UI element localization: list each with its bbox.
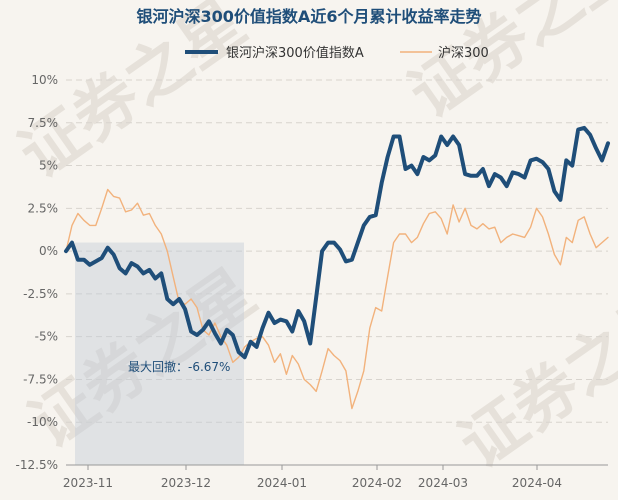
chart-title: 银河沪深300价值指数A近6个月累计收益率走势: [137, 7, 482, 26]
drawdown-rect: [75, 242, 244, 465]
y-tick-label: -2.5%: [23, 287, 58, 301]
x-axis: 2023-11 2023-12 2024-01 2024-02 2024-03 2024-…: [63, 464, 608, 490]
x-tick-label: 2024-02: [352, 476, 402, 490]
y-tick-label: 0%: [39, 244, 58, 258]
y-tick-label: -7.5%: [23, 372, 58, 386]
x-tick-label: 2024-04: [512, 476, 562, 490]
y-axis: 10% 7.5% 5% 2.5% 0% -2.5% -5% -7.5% -10% -12.5%: [16, 73, 58, 472]
y-tick-label: 2.5%: [28, 201, 59, 215]
y-tick-label: -10%: [27, 415, 58, 429]
series-line-fund: [64, 125, 610, 360]
y-tick-label: 10%: [31, 73, 58, 87]
legend-label-index: 沪深300: [438, 45, 489, 61]
x-tick-label: 2024-03: [418, 476, 468, 490]
y-tick-label: 5%: [39, 159, 58, 173]
y-tick-label: -5%: [35, 330, 58, 344]
max-drawdown-area: [75, 242, 244, 465]
max-drawdown-label: 最大回撤：-6.67%: [128, 359, 230, 374]
series-line-index: [65, 188, 609, 410]
series-lines: [64, 125, 610, 410]
watermark-4: 证券之星: [447, 276, 618, 483]
x-tick-label: 2023-11: [63, 476, 113, 490]
y-tick-label: -12.5%: [16, 458, 58, 472]
y-tick-label: 7.5%: [28, 116, 59, 130]
x-tick-label: 2023-12: [161, 476, 211, 490]
legend[interactable]: 银河沪深300价值指数A 沪深300: [185, 45, 489, 61]
legend-label-fund: 银河沪深300价值指数A: [226, 45, 364, 61]
x-tick-label: 2024-01: [257, 476, 307, 490]
